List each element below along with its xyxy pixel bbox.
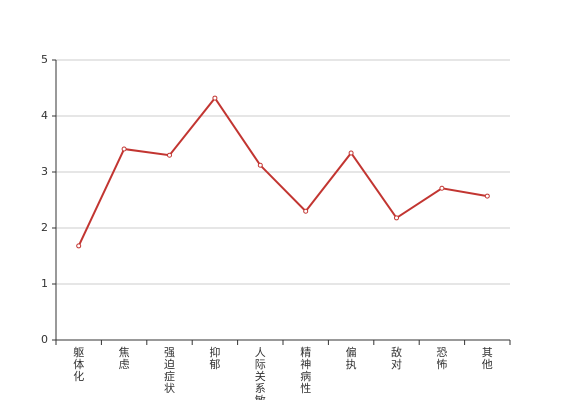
x-tick-label: 偏执 [346, 345, 357, 371]
x-tick-label: 恐怖 [436, 346, 447, 371]
y-tick-label: 1 [41, 277, 48, 290]
x-tick-label: 焦虑 [119, 346, 130, 371]
x-tick-label: 敌对 [391, 345, 402, 371]
x-tick-label: 强迫症状 [164, 346, 175, 395]
point [167, 152, 172, 158]
y-tick-label: 3 [41, 165, 48, 178]
point [348, 150, 354, 156]
y-tick-label: 0 [41, 333, 48, 346]
point [212, 95, 218, 101]
y-tick-label: 5 [41, 53, 48, 66]
x-tick-label: 抑郁 [209, 345, 220, 371]
x-tick-label: 精神病性 [300, 346, 311, 395]
point [303, 208, 309, 214]
x-tick-label: 人际关系敏感 [255, 346, 266, 400]
point [394, 215, 399, 221]
line [77, 96, 488, 247]
x-tick-label: 其他 [482, 346, 493, 371]
point [484, 193, 490, 199]
y-tick-label: 4 [41, 109, 48, 122]
point [121, 146, 127, 152]
x-tick-label: 躯体化 [73, 346, 84, 383]
point [439, 185, 445, 191]
point [257, 162, 263, 168]
point [76, 243, 82, 249]
y-tick-label: 2 [41, 221, 48, 234]
